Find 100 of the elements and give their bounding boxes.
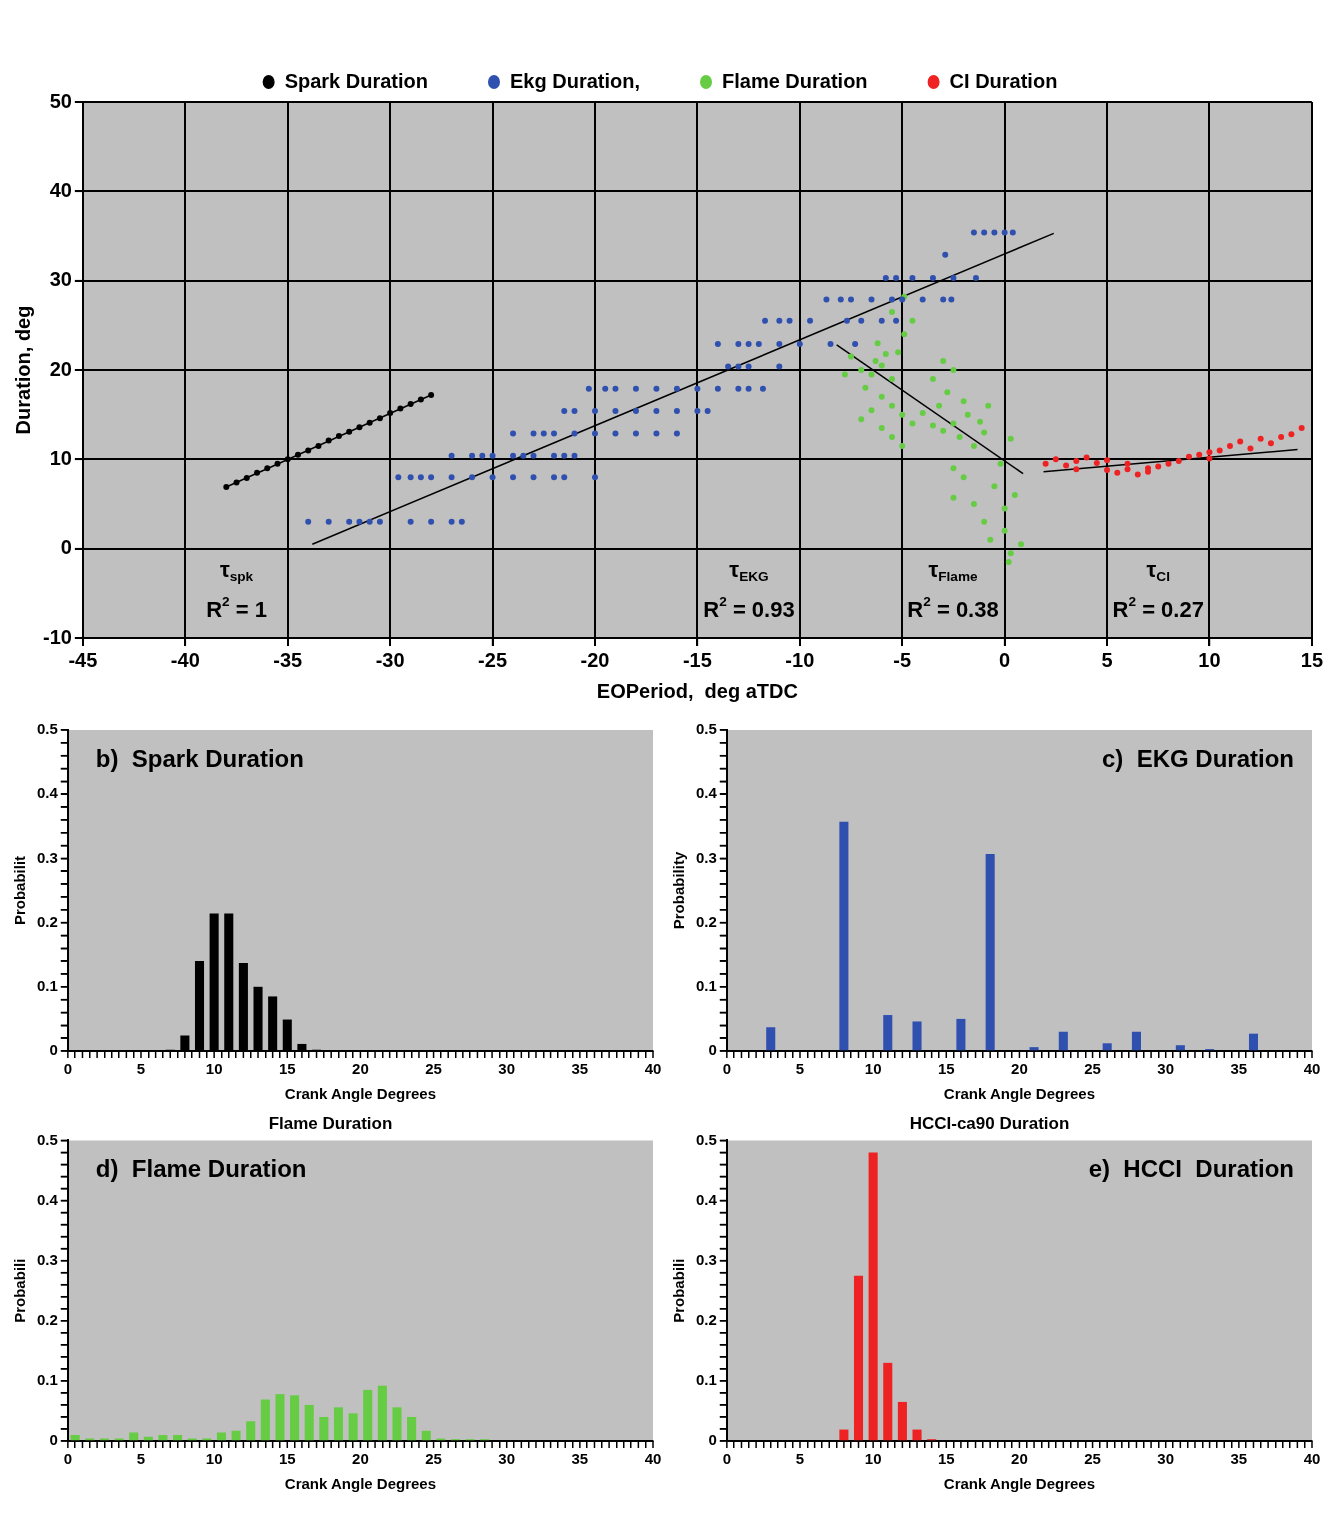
point — [888, 308, 895, 315]
point — [1007, 550, 1014, 557]
point — [858, 367, 865, 373]
y-tick-label: 0.4 — [36, 1190, 59, 1208]
x-tick-label: 35 — [571, 1060, 589, 1078]
x-tick-label: 5 — [136, 1450, 146, 1468]
legend-label: Spark Duration — [284, 69, 428, 92]
point — [1196, 451, 1203, 458]
y-tick-label: 0.5 — [695, 720, 717, 738]
point — [1007, 435, 1014, 442]
x-tick-label: -15 — [682, 648, 712, 671]
point — [1237, 438, 1244, 445]
point — [1052, 456, 1059, 463]
y-tick-label: 0.2 — [695, 912, 717, 930]
y-tick-label: 0.4 — [695, 1190, 718, 1208]
point — [909, 420, 916, 427]
point — [346, 428, 353, 435]
y-tick-label: 0.5 — [36, 1130, 58, 1148]
x-tick-label: 40 — [1303, 1450, 1321, 1468]
x-tick-label: 30 — [498, 1450, 516, 1468]
point — [1278, 434, 1285, 440]
point — [909, 317, 916, 324]
point — [305, 447, 312, 454]
y-tick-label: 0.1 — [36, 1371, 58, 1389]
point — [315, 442, 322, 449]
x-tick-label: -20 — [580, 648, 610, 671]
y-tick-label: 0.5 — [36, 720, 58, 738]
y-tick-label: 0 — [49, 1041, 58, 1059]
x-tick-label: 20 — [1011, 1060, 1028, 1078]
point — [376, 415, 383, 422]
point — [985, 402, 992, 409]
x-tick-label: 30 — [1157, 1060, 1175, 1078]
x-tick-label: -5 — [893, 648, 912, 671]
y-tick-label: 0 — [708, 1431, 717, 1449]
point — [1001, 527, 1008, 534]
y-axis-title: Probabilit — [11, 855, 29, 926]
point — [1124, 460, 1131, 467]
point — [1298, 425, 1305, 432]
point — [848, 353, 855, 360]
point — [1267, 440, 1274, 447]
x-tick-label: -40 — [170, 648, 200, 671]
x-tick-label: 0 — [999, 648, 1011, 671]
point — [929, 375, 936, 382]
x-tick-label: 10 — [205, 1060, 223, 1078]
point — [254, 469, 261, 476]
point — [960, 398, 967, 405]
y-tick-label: 0.1 — [695, 1371, 717, 1389]
point — [1093, 459, 1100, 466]
x-tick-label: 35 — [1230, 1060, 1248, 1078]
point — [841, 371, 848, 378]
y-tick-label: 0.5 — [695, 1130, 717, 1148]
y-tick-label: 40 — [49, 178, 72, 201]
point — [1165, 460, 1172, 467]
x-axis-title: Crank Angle Degrees — [943, 1475, 1096, 1493]
point — [1018, 541, 1025, 548]
x-axis-title: Crank Angle Degrees — [284, 1475, 437, 1493]
x-tick-label: -10 — [785, 648, 815, 671]
x-tick-label: 15 — [278, 1060, 296, 1078]
point — [874, 340, 881, 347]
y-tick-label: 0.2 — [36, 1310, 58, 1328]
point — [956, 434, 963, 440]
legend-label: Ekg Duration, — [510, 69, 641, 92]
x-tick-label: 25 — [1084, 1060, 1101, 1078]
point — [964, 411, 971, 418]
y-tick-label: 0.4 — [695, 784, 718, 802]
x-tick-label: -25 — [478, 648, 508, 671]
x-tick-label: 15 — [937, 1450, 955, 1468]
point — [878, 425, 885, 432]
legend-label: Flame Duration — [722, 69, 868, 92]
point — [1134, 471, 1141, 478]
point — [274, 460, 281, 467]
legend-label: CI Duration — [949, 69, 1058, 92]
point — [1155, 463, 1162, 470]
point — [1073, 466, 1080, 473]
x-axis-title: Crank Angle Degrees — [284, 1085, 437, 1103]
point — [940, 358, 947, 365]
point — [878, 362, 885, 369]
x-tick-label: 25 — [425, 1060, 442, 1078]
x-tick-label: 15 — [278, 1450, 296, 1468]
point — [233, 479, 240, 486]
y-axis-title: Probabili — [11, 1258, 29, 1323]
point — [1206, 455, 1213, 462]
y-axis-title: Duration, deg — [11, 305, 34, 435]
x-axis-title: EOPeriod, deg aTDC — [596, 679, 798, 702]
point — [888, 375, 895, 382]
annotation: d) Flame Duration — [95, 1155, 307, 1183]
x-tick-label: 15 — [1300, 648, 1323, 671]
x-tick-label: -35 — [273, 648, 303, 671]
x-tick-label: 25 — [425, 1450, 442, 1468]
point — [1104, 457, 1111, 464]
point — [899, 442, 906, 449]
y-tick-label: 10 — [49, 446, 72, 469]
point — [1104, 467, 1111, 474]
point — [936, 402, 943, 409]
annotation: b) Spark Duration — [95, 744, 304, 772]
point — [950, 367, 957, 373]
point — [872, 358, 879, 365]
y-tick-label: 20 — [49, 357, 72, 380]
point — [970, 442, 977, 449]
annotation: c) EKG Duration — [1101, 744, 1294, 772]
